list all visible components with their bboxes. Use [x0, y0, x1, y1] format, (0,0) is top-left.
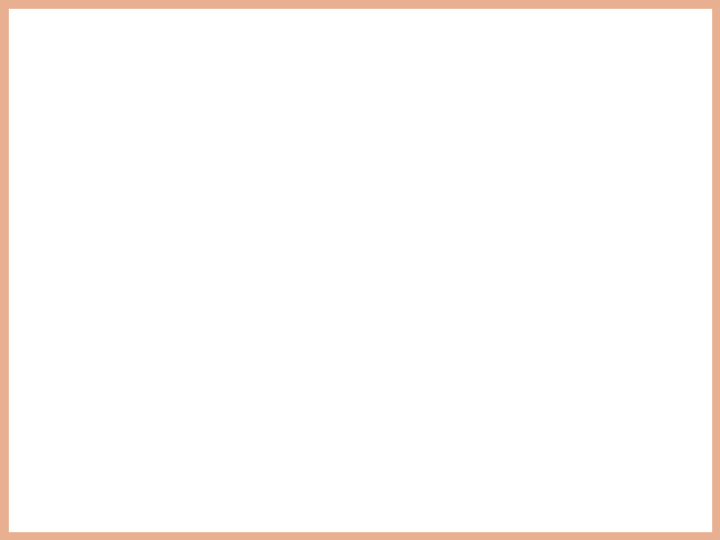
Circle shape	[24, 137, 40, 150]
Text: The parent function has an equation y = x: The parent function has an equation y = …	[57, 238, 450, 256]
Text: Slope intercept form represents any line (also called a
“linear function”).: Slope intercept form represents any line…	[57, 140, 565, 181]
Circle shape	[613, 472, 678, 521]
Circle shape	[24, 234, 40, 247]
Text: SLOPE INTERCEPT FORM: SLOPE INTERCEPT FORM	[39, 54, 458, 83]
Circle shape	[24, 191, 40, 204]
Text: The basic linear function is called the “parent function”.: The basic linear function is called the …	[57, 194, 581, 213]
